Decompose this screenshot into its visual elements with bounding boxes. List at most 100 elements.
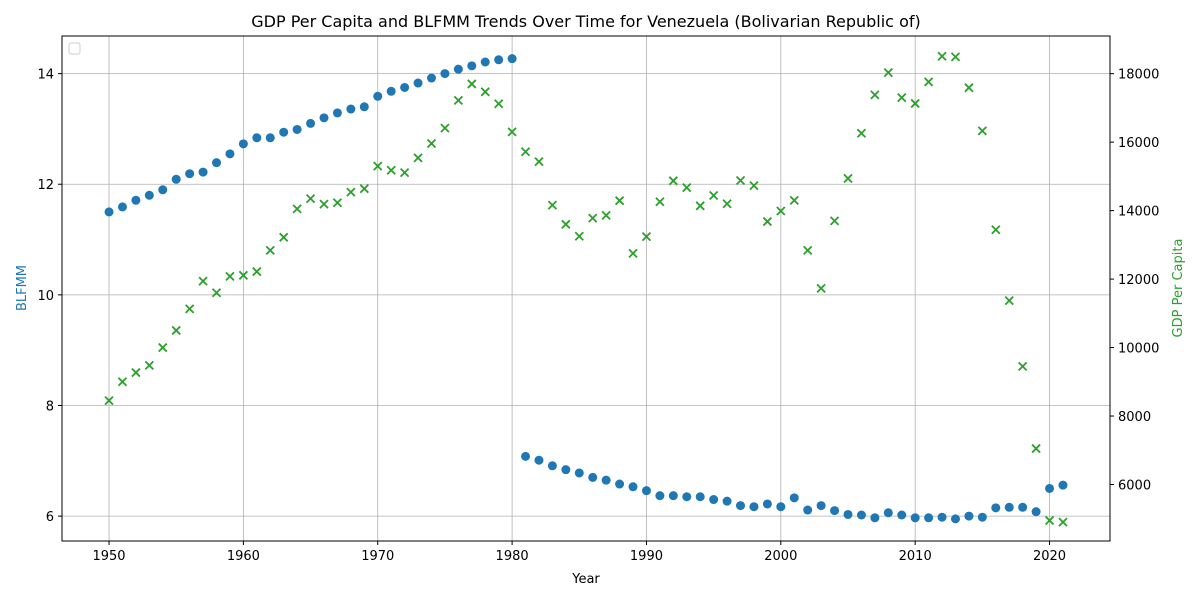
y-left-tick-label: 6: [46, 510, 54, 525]
gdp-point: [238, 270, 249, 280]
gdp-point: [265, 245, 275, 255]
blfmm-point: [749, 502, 759, 512]
y-left-tick-label: 14: [37, 68, 54, 83]
blfmm-point: [574, 468, 584, 478]
blfmm-point: [453, 64, 463, 74]
gdp-point: [1031, 443, 1041, 454]
blfmm-point: [910, 513, 920, 523]
gdp-point: [749, 180, 759, 191]
gdp-point: [1018, 361, 1028, 372]
blfmm-point: [789, 493, 799, 503]
blfmm-point: [736, 501, 746, 511]
x-tick-label: 1950: [92, 549, 125, 564]
blfmm-point: [332, 108, 342, 118]
blfmm-point: [521, 451, 531, 461]
blfmm-point: [319, 113, 329, 123]
x-tick-label: 1960: [227, 549, 260, 564]
plot-frame: [61, 35, 1111, 542]
blfmm-point: [117, 202, 127, 212]
gdp-point: [601, 210, 611, 221]
y-right-tick-label: 16000: [1118, 136, 1159, 151]
blfmm-point: [386, 86, 396, 96]
blfmm-point: [440, 69, 450, 79]
blfmm-point: [413, 78, 423, 88]
blfmm-point: [601, 475, 611, 485]
x-tick-label: 1970: [361, 549, 394, 564]
blfmm-point: [870, 513, 880, 523]
gdp-point: [897, 92, 907, 103]
blfmm-point: [816, 501, 826, 511]
gdp-point: [171, 325, 181, 336]
gdp-point: [279, 232, 289, 242]
blfmm-point: [843, 509, 853, 519]
x-tick-label: 2010: [899, 549, 932, 564]
gdp-point: [641, 231, 652, 242]
blfmm-point: [1045, 483, 1055, 493]
gdp-point: [453, 95, 463, 106]
blfmm-point: [346, 104, 356, 114]
blfmm-point: [776, 502, 786, 512]
blfmm-point: [507, 54, 517, 64]
gdp-point: [776, 206, 786, 216]
y-right-tick-label: 12000: [1118, 273, 1159, 288]
gdp-point: [144, 360, 154, 370]
blfmm-point: [212, 158, 222, 168]
gdp-point: [614, 196, 625, 206]
gdp-point: [131, 367, 141, 378]
gdp-point: [843, 173, 853, 184]
blfmm-point: [991, 503, 1001, 513]
blfmm-point: [977, 512, 987, 522]
blfmm-point: [964, 511, 974, 521]
gdp-point: [117, 377, 128, 387]
y-right-tick-label: 8000: [1118, 410, 1151, 425]
y-right-tick-label: 14000: [1118, 205, 1159, 220]
blfmm-point: [467, 61, 477, 71]
gdp-point: [816, 283, 826, 293]
y-left-tick-label: 10: [37, 289, 54, 304]
gdp-point: [534, 157, 544, 167]
gdp-point: [803, 245, 813, 255]
gdp-point: [413, 153, 423, 163]
blfmm-point: [158, 185, 168, 195]
gdp-point: [709, 190, 719, 201]
blfmm-point: [359, 102, 369, 112]
gdp-point: [252, 266, 262, 277]
gdp-point: [762, 216, 773, 227]
gdp-point: [722, 199, 732, 209]
gdp-point: [964, 83, 974, 93]
gdp-point: [373, 161, 383, 171]
gdp-point: [480, 87, 490, 97]
x-tick-label: 2000: [764, 549, 797, 564]
gdp-point: [386, 165, 396, 175]
blfmm-point: [400, 82, 410, 92]
blfmm-point: [265, 133, 275, 143]
x-tick-label: 2020: [1033, 549, 1066, 564]
blfmm-point: [803, 505, 813, 515]
blfmm-point: [830, 506, 840, 516]
gdp-point: [507, 127, 517, 137]
blfmm-point: [950, 514, 960, 524]
gdp-point: [735, 175, 746, 186]
gdp-point: [520, 147, 531, 157]
gdp-point: [467, 79, 477, 89]
blfmm-point: [1004, 502, 1014, 512]
blfmm-point: [641, 486, 651, 496]
blfmm-point: [615, 479, 625, 489]
gdp-point: [399, 167, 410, 178]
gdp-point: [104, 395, 114, 406]
axis-ticks: 1950 1960 1970 1980 1990 2000 2010 2020 6 8 10 12 14…: [37, 68, 1159, 564]
gdp-point: [655, 197, 665, 207]
gdp-point: [211, 288, 222, 298]
blfmm-point: [292, 124, 302, 134]
blfmm-point: [588, 472, 598, 482]
blfmm-point: [252, 133, 262, 143]
y-right-tick-label: 6000: [1118, 479, 1151, 494]
gdp-point: [574, 231, 584, 241]
gdp-point: [628, 248, 638, 259]
blfmm-point: [722, 496, 732, 506]
gdp-point: [1044, 515, 1055, 526]
blfmm-point: [682, 492, 692, 502]
y-left-tick-label: 12: [37, 178, 54, 193]
gdp-point: [185, 304, 195, 314]
